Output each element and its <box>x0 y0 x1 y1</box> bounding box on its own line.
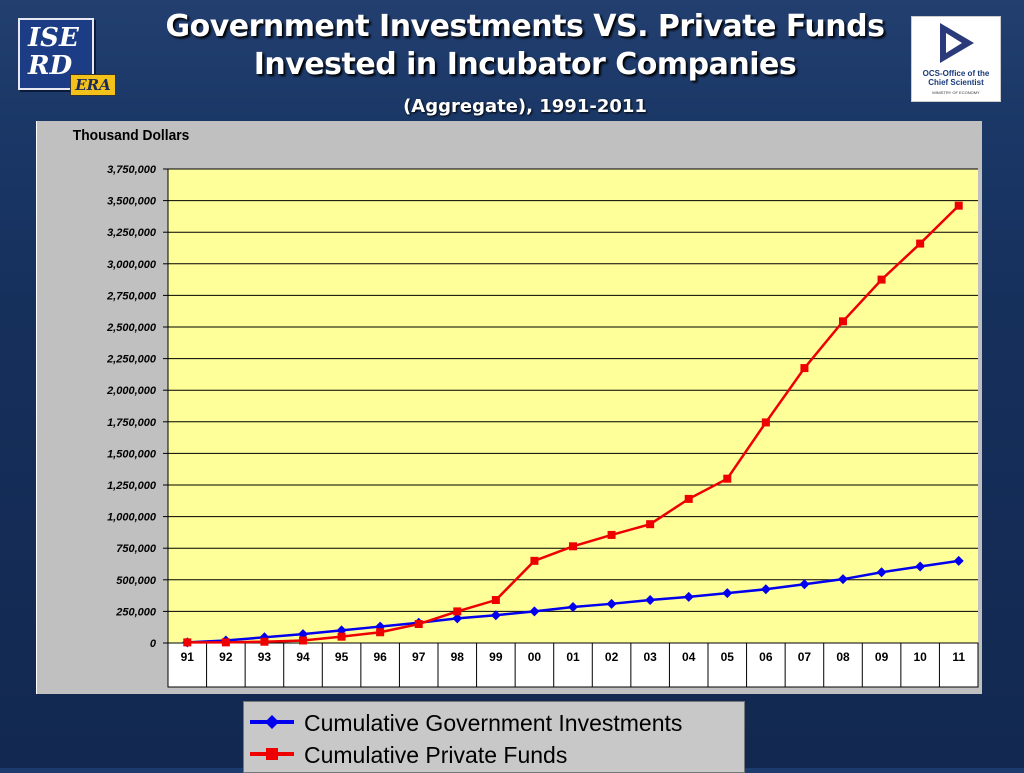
header-band <box>0 0 1024 125</box>
iserd-logo-text: ISE RD <box>28 23 79 81</box>
data-point <box>684 494 693 503</box>
data-point <box>414 620 423 629</box>
data-point <box>260 637 269 646</box>
data-point <box>606 598 617 609</box>
data-point <box>916 239 925 248</box>
y-tick-label: 1,750,000 <box>107 417 157 429</box>
x-tick-label: 99 <box>489 650 503 664</box>
y-tick-label: 2,250,000 <box>106 354 157 366</box>
x-tick-label: 98 <box>451 650 465 664</box>
page-subtitle: (Aggregate), 1991-2011 <box>403 96 647 117</box>
plot-area <box>168 169 978 643</box>
legend-label-government: Cumulative Government Investments <box>304 710 683 736</box>
x-tick-label: 03 <box>643 650 657 664</box>
red-square-line-icon <box>250 748 294 760</box>
x-tick-label: 08 <box>836 650 850 664</box>
data-point <box>876 567 887 578</box>
x-tick-label: 95 <box>335 650 349 664</box>
data-point <box>569 542 577 551</box>
title-line-2: Invested in Incubator Companies <box>253 47 797 82</box>
ocs-play-icon <box>940 23 974 63</box>
x-tick-label: 01 <box>566 650 580 664</box>
ocs-logo-text: OCS-Office of the Chief Scientist <box>922 69 990 87</box>
x-tick-label: 10 <box>913 650 927 664</box>
x-tick-label: 11 <box>952 650 965 664</box>
x-tick-label: 94 <box>296 650 310 664</box>
iserd-logo-box: ISE RD <box>18 18 94 90</box>
data-point <box>877 275 886 284</box>
y-tick-label: 3,000,000 <box>107 259 157 271</box>
x-tick-label: 97 <box>412 650 426 664</box>
y-axis-label: Thousand Dollars <box>73 128 190 145</box>
data-point <box>491 596 500 605</box>
data-point <box>761 418 770 427</box>
data-point <box>799 579 810 590</box>
y-tick-label: 1,250,000 <box>107 480 157 492</box>
category-table <box>167 642 979 688</box>
y-tick-label: 1,500,000 <box>107 448 157 460</box>
data-point <box>490 610 501 621</box>
data-point <box>568 601 578 612</box>
x-tick-label: 02 <box>605 650 619 664</box>
data-point <box>915 561 926 572</box>
y-tick-label: 2,000,000 <box>106 385 157 397</box>
data-point <box>299 636 307 645</box>
y-tick-label: 2,500,000 <box>106 322 157 334</box>
data-point <box>683 591 694 602</box>
x-tick-label: 07 <box>798 650 812 664</box>
y-tick-label: 750,000 <box>116 543 157 555</box>
data-point <box>723 474 732 483</box>
data-point <box>646 520 655 529</box>
data-point <box>453 607 462 616</box>
y-tick-label: 3,250,000 <box>107 227 157 239</box>
data-point <box>183 638 192 647</box>
data-point <box>953 555 964 566</box>
page-title: Government Investments VS. Private Funds… <box>130 8 920 84</box>
x-tick-label: 04 <box>682 650 696 664</box>
legend-item-government: Cumulative Government Investments <box>244 706 744 738</box>
data-point <box>221 638 230 647</box>
y-tick-label: 3,750,000 <box>107 164 157 176</box>
data-point <box>760 584 771 595</box>
y-tick-label: 2,750,000 <box>106 290 157 302</box>
y-tick-label: 500,000 <box>116 575 157 587</box>
era-badge: ERA <box>70 74 116 96</box>
x-tick-label: 06 <box>759 650 773 664</box>
data-point <box>452 613 463 624</box>
line-chart: Thousand Dollars 0 250,000 500,000 750,000 1… <box>35 121 979 694</box>
blue-diamond-line-icon <box>250 715 294 729</box>
data-point <box>838 574 848 585</box>
ocs-logo: OCS-Office of the Chief Scientist MINIST… <box>911 16 1001 102</box>
data-point <box>800 364 809 373</box>
chart-legend: Cumulative Government Investments Cumula… <box>243 701 745 773</box>
data-point <box>954 201 963 210</box>
x-tick-label: 93 <box>258 650 272 664</box>
data-point <box>529 606 540 617</box>
chart-frame: Thousand Dollars 0 250,000 500,000 750,000 1… <box>35 121 982 694</box>
data-point <box>607 530 616 539</box>
data-point <box>337 632 346 641</box>
y-tick-label: 3,500,000 <box>107 196 157 208</box>
data-point <box>530 556 539 565</box>
data-point <box>645 595 656 606</box>
data-point <box>376 628 385 637</box>
x-tick-label: 92 <box>219 650 233 664</box>
data-point <box>722 588 733 599</box>
iserd-logo: ISE RD ERA <box>18 16 118 98</box>
x-tick-label: 96 <box>373 650 387 664</box>
legend-label-private: Cumulative Private Funds <box>304 742 568 768</box>
y-tick-label: 1,000,000 <box>107 512 157 524</box>
ocs-logo-subtext: MINISTRY OF ECONOMY <box>932 90 980 95</box>
title-line-1: Government Investments VS. Private Funds <box>165 9 885 44</box>
x-tick-label: 05 <box>721 650 735 664</box>
y-tick-label: 250,000 <box>115 606 157 618</box>
x-tick-label: 00 <box>528 650 542 664</box>
y-tick-label: 0 <box>150 638 157 650</box>
data-point <box>839 317 847 326</box>
x-tick-label: 09 <box>875 650 889 664</box>
x-tick-label: 91 <box>181 650 195 664</box>
legend-item-private: Cumulative Private Funds <box>244 738 744 770</box>
